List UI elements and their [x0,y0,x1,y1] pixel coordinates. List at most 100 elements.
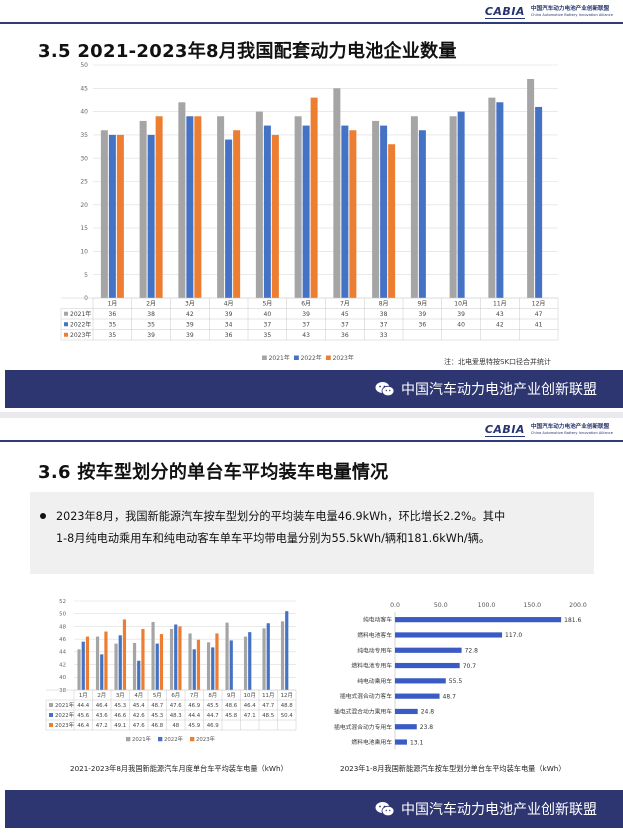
table-value: 41 [535,322,543,329]
legend-key-2022年 [294,355,299,360]
table-legend-key [49,713,53,717]
wechat-icon [375,382,395,397]
y-tick-label: 0 [84,295,88,302]
x-tick-label: 11月 [493,301,507,308]
bar-2023年-4月 [141,628,145,690]
category-label: 燃料电池乘用车 [351,738,392,746]
slide-battery-companies: CABIA 中国汽车动力电池产业创新联盟 China Automotive Ba… [0,0,623,412]
bar-2023年-5月 [271,134,279,298]
bar-2022年-6月 [302,125,310,298]
bar-2023年-2月 [155,116,163,298]
footer-bar: 中国汽车动力电池产业创新联盟 [5,370,623,408]
bar-2023年-3月 [122,619,127,690]
table-value: 37 [341,322,349,329]
slide-separator [0,412,623,418]
bar-2021年-7月 [333,88,341,298]
chart-monthly-avg-capacity: 38 40 42 44 46 48 50 52 1月 2月 3月 4月 5月 6月 7月 8月 9月 10月 11月… [45,599,297,743]
category-label: 燃料电池专用车 [351,662,392,670]
y-tick-label: 52 [59,599,66,605]
table-value: 40 [264,311,272,318]
bar-2022年-12月 [535,106,543,298]
bar-2022年-8月 [211,647,215,690]
table-value: 48.3 [170,713,182,719]
x-tick-label: 7月 [340,301,350,308]
table-value: 45.8 [225,713,238,719]
hbar-value-label: 48.7 [443,693,457,700]
category-label: 插电式混合动力专用车 [334,723,392,731]
bar-2021年-5月 [151,621,155,690]
hbar-插电式混合动力乘用车 [395,708,418,715]
bullet-dot [40,513,46,519]
table-value: 48.7 [151,703,163,709]
cabia-logo-en: China Automotive Battery Innovation Alli… [530,12,613,17]
table-value: 39 [147,332,155,339]
y-tick-label: 35 [80,132,88,139]
table-value: 45.5 [207,703,219,709]
bar-2021年-6月 [169,628,174,690]
table-legend-key [64,332,68,337]
bar-2022年-11月 [496,102,504,298]
table-value: 45.3 [114,703,126,709]
x-tick-label: 9月 [227,692,236,699]
table-value: 49.1 [114,723,126,729]
table-value: 39 [419,311,427,318]
bar-2023年-6月 [178,626,182,690]
table-value: 47 [535,311,543,318]
bar-2021年-7月 [188,633,192,690]
category-label: 纯电动专用车 [357,646,392,654]
table-legend-key [64,311,68,316]
x-tick-label: 200.0 [569,602,587,609]
bar-2022年-5月 [155,643,159,690]
bar-2022年-11月 [266,623,270,690]
bar-2022年-1月 [81,641,85,690]
table-value: 36 [419,322,427,329]
x-tick-label: 12月 [281,692,293,699]
table-value: 42 [496,322,504,329]
slide2-title: 3.6 按车型划分的单台车平均装车电量情况 [38,462,389,483]
footer-text: 中国汽车动力电池产业创新联盟 [401,382,597,398]
bar-2022年-3月 [118,635,122,690]
table-value: 44.7 [207,713,219,719]
cabia-logo-mark: CABIA [484,5,525,19]
table-value: 48 [172,723,179,729]
cabia-logo-cn: 中国汽车动力电池产业创新联盟 [530,423,610,430]
bar-2021年-11月 [262,628,266,690]
hbar-value-label: 117.0 [505,632,522,639]
x-tick-label: 6月 [171,692,180,699]
x-tick-label: 4月 [224,301,234,308]
table-value: 39 [302,311,310,318]
wechat-icon [375,802,395,817]
slide-average-battery-capacity: CABIA 中国汽车动力电池产业创新联盟 China Automotive Ba… [0,418,623,834]
footer-bar: 中国汽车动力电池产业创新联盟 [5,790,623,828]
table-series-label: 2021年 [55,701,75,709]
x-tick-label: 1月 [107,301,117,308]
y-tick-label: 25 [80,179,88,186]
table-value: 48.5 [262,713,274,719]
table-value: 48.8 [281,703,294,709]
hbar-燃料电池客车 [395,632,503,638]
x-tick-label: 0.0 [390,602,400,609]
legend-label: 2023年 [196,735,216,743]
x-tick-label: 9月 [417,301,427,308]
hbar-燃料电池专用车 [395,662,460,669]
y-tick-label: 48 [59,624,66,630]
table-value: 39 [225,311,233,318]
y-tick-label: 42 [59,662,66,668]
chart1-note: 注：北电爱思特按SK口径合并统计 [444,358,552,366]
bar-2023年-1月 [85,636,90,690]
chart-capacity-by-vehicle-type: 0.0 50.0 100.0 150.0 200.0 纯电动客车 181.6 燃料电池客车 11… [334,602,587,750]
hbar-value-label: 72.8 [465,647,479,654]
summary-callout: 2023年8月，我国新能源汽车按车型划分的平均装车电量46.9kWh，环比增长2… [30,492,594,574]
category-label: 纯电动乘用车 [357,677,392,685]
x-tick-label: 10月 [454,301,468,308]
legend-label: 2022年 [301,354,322,360]
table-value: 43.6 [96,713,109,719]
table-value: 43 [302,332,310,339]
x-tick-label: 5月 [153,692,162,699]
table-value: 35 [109,332,117,339]
x-tick-label: 12月 [532,301,546,308]
category-label: 燃料电池客车 [357,631,392,639]
bar-2022年-5月 [263,125,271,298]
x-tick-label: 10月 [244,692,256,699]
y-tick-label: 10 [80,249,88,256]
